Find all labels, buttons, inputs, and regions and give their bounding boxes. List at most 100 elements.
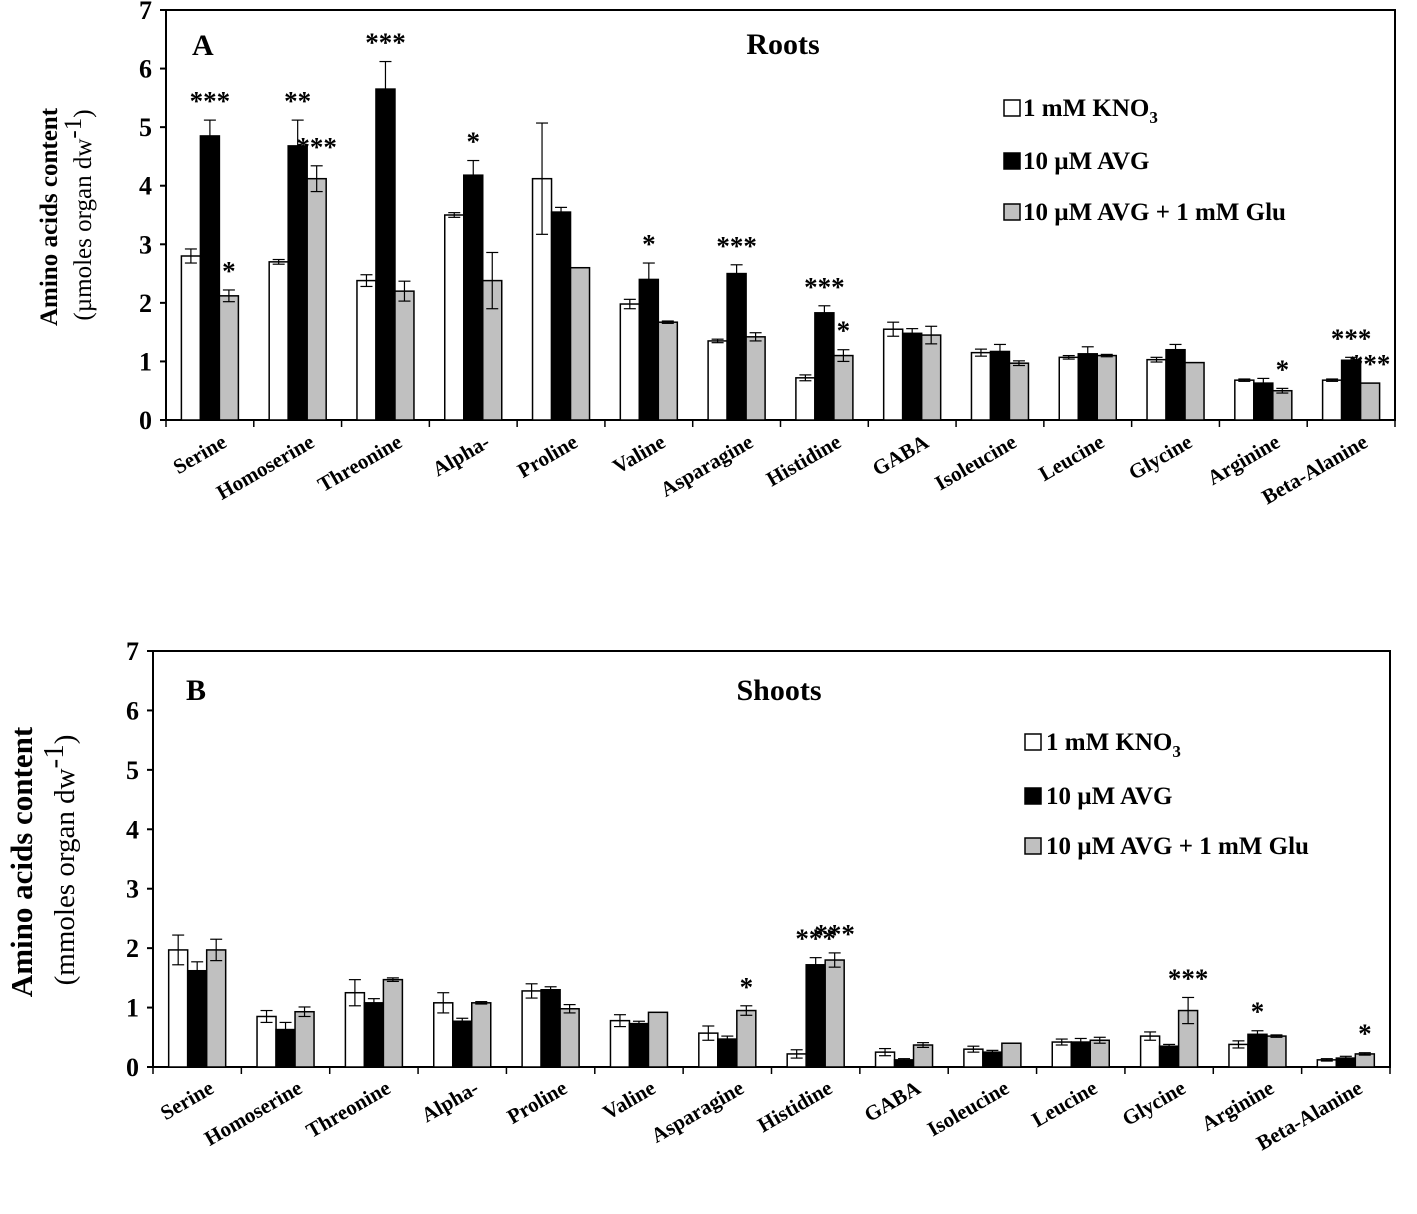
legend-swatch-avg-glu [1024,837,1042,855]
x-tick-label: GABA [860,1075,925,1127]
bar [218,295,240,421]
x-tick-label: Alpha- [428,430,494,482]
y-tick-label: 6 [126,696,139,725]
panel-a: A Roots Amino acids content (µmoles orga… [36,28,1286,326]
significance-label: ** [284,86,311,116]
bar [199,135,221,421]
bar [521,990,542,1068]
significance-label: * [837,316,851,346]
panel-b-title: Shoots [736,674,821,707]
panel-a-legend: 1 mM KNO3 10 µM AVG 10 µM AVG + 1 mM Glu [1003,95,1286,226]
significance-label: *** [190,86,231,116]
bar [745,336,766,421]
bar [628,1022,650,1068]
y-tick-label: 4 [139,172,152,201]
bar [180,255,202,421]
bar [1266,1035,1287,1068]
significance-label: *** [795,924,836,954]
bar [550,211,572,421]
y-tick-label: 0 [126,1053,139,1082]
x-tick-label: Homoserine [200,1076,306,1151]
bar [1077,353,1098,421]
bar [186,969,208,1068]
y-tick-label: 1 [139,347,152,376]
y-tick-label: 2 [139,289,152,318]
bar [306,177,327,421]
legend-swatch-avg [1003,152,1021,170]
bar [1184,361,1205,421]
bar [805,964,826,1068]
significance-label: *** [1350,349,1391,379]
bar [609,1019,631,1068]
bar [824,959,845,1068]
bar [1321,379,1343,421]
x-tick-label: Glycine [1124,430,1196,485]
significance-label: *** [296,132,337,162]
significance-label: *** [814,919,855,949]
bar [294,1010,315,1068]
x-tick-label: GABA [868,429,933,481]
significance-label: * [1358,1019,1372,1049]
significance-label: * [467,127,481,157]
panel-a-y-axis-label: Amino acids content (µmoles organ dw-1) [36,104,97,326]
bar [657,321,679,421]
x-tick-label: Asparagine [656,430,757,502]
legend-swatch-avg-glu [1003,203,1021,221]
bar [463,174,484,421]
bar [901,332,923,421]
legend-label-knO3: 1 mM KNO3 [1023,95,1158,127]
bar [619,303,641,421]
x-tick-label: Isoleucine [923,1076,1013,1142]
y-tick-label: 0 [139,406,152,435]
bar [1158,1045,1180,1068]
bar [736,1009,757,1068]
x-tick-label: Serine [156,1076,217,1125]
legend-label-avg-glu: 10 µM AVG + 1 mM Glu [1023,199,1286,226]
significance-label: * [1251,997,1265,1027]
legend-label-avg: 10 µM AVG [1046,783,1172,810]
bar [559,1008,580,1068]
bar [1058,356,1079,421]
y-tick-label: 7 [126,637,139,666]
bar [795,377,816,421]
significance-label: * [222,256,236,286]
significance-label: *** [1331,323,1372,353]
bar [471,1002,492,1068]
bar [1051,1041,1072,1068]
bar [1247,1033,1268,1068]
bar [569,266,591,421]
y-tick-label: 5 [126,756,139,785]
panel-a-label: A [192,29,214,62]
y-tick-label: 3 [126,875,139,904]
y-tick-label: 4 [126,815,139,844]
x-tick-label: Valine [608,430,669,479]
bar [1089,1039,1110,1068]
legend-swatch-avg [1024,787,1042,805]
bar [356,279,377,421]
significance-label: *** [1168,963,1209,993]
x-tick-label: Glycine [1118,1076,1190,1131]
bar [912,1044,934,1068]
bar [287,145,308,421]
x-tick-label: Proline [513,430,581,483]
x-tick-label: Leucine [1028,1076,1102,1132]
bar [1165,348,1186,421]
bar [1272,389,1293,421]
x-tick-label: Histidine [762,430,845,492]
bar [833,354,854,421]
bar [970,351,992,421]
x-tick-label: Valine [599,1076,660,1125]
bar [167,949,189,1068]
bar [1253,382,1274,421]
bar [375,88,396,421]
bar [726,272,747,421]
bar [717,1038,738,1068]
legend-label-knO3: 1 mM KNO3 [1046,729,1181,761]
bar [1008,362,1030,421]
bar [814,312,835,421]
legend-label-avg: 10 µM AVG [1023,148,1149,175]
y-tick-label: 6 [139,55,152,84]
significance-label: * [642,229,656,259]
